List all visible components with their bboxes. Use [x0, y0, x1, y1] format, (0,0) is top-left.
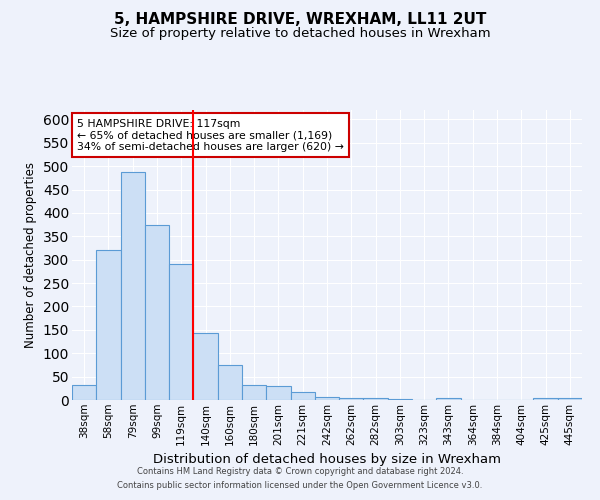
Bar	[242, 384, 266, 400]
X-axis label: Distribution of detached houses by size in Wrexham: Distribution of detached houses by size …	[153, 453, 501, 466]
Text: 5, HAMPSHIRE DRIVE, WREXHAM, LL11 2UT: 5, HAMPSHIRE DRIVE, WREXHAM, LL11 2UT	[114, 12, 486, 28]
Bar	[533, 398, 558, 400]
Text: Contains public sector information licensed under the Open Government Licence v3: Contains public sector information licen…	[118, 481, 482, 490]
Bar	[169, 264, 193, 400]
Bar	[121, 172, 145, 400]
Text: 5 HAMPSHIRE DRIVE: 117sqm
← 65% of detached houses are smaller (1,169)
34% of se: 5 HAMPSHIRE DRIVE: 117sqm ← 65% of detac…	[77, 118, 344, 152]
Bar	[96, 250, 121, 400]
Bar	[364, 398, 388, 400]
Y-axis label: Number of detached properties: Number of detached properties	[24, 162, 37, 348]
Bar	[145, 224, 169, 400]
Text: Size of property relative to detached houses in Wrexham: Size of property relative to detached ho…	[110, 28, 490, 40]
Bar	[72, 384, 96, 400]
Bar	[266, 386, 290, 400]
Bar	[388, 399, 412, 400]
Bar	[558, 398, 582, 400]
Bar	[436, 398, 461, 400]
Bar	[290, 392, 315, 400]
Bar	[315, 396, 339, 400]
Bar	[218, 365, 242, 400]
Bar	[193, 333, 218, 400]
Bar	[339, 398, 364, 400]
Text: Contains HM Land Registry data © Crown copyright and database right 2024.: Contains HM Land Registry data © Crown c…	[137, 467, 463, 476]
